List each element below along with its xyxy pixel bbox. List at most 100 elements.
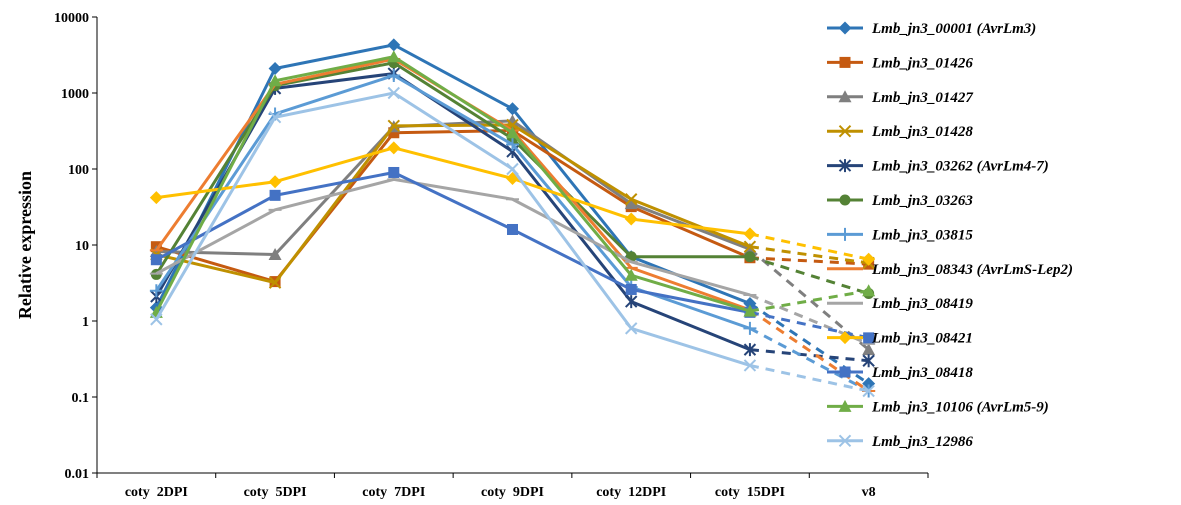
legend-entry: Lmb_jn3_03815	[827, 227, 973, 243]
legend-marker	[839, 366, 851, 378]
data-point	[743, 343, 757, 357]
legend-entry: Lmb_jn3_03262 (AvrLm4-7)	[827, 159, 1049, 175]
series-line-dashed	[749, 255, 870, 295]
series-line-dashed	[749, 256, 869, 266]
series-line-dashed	[749, 293, 870, 346]
data-point	[862, 252, 876, 266]
legend-entry: Lmb_jn3_08419	[827, 296, 973, 312]
legend-entry: Lmb_jn3_12986	[827, 434, 973, 450]
data-point	[863, 332, 875, 344]
legend-entry: Lmb_jn3_01426	[827, 55, 973, 71]
legend-label: Lmb_jn3_03263	[871, 193, 973, 209]
data-point	[268, 111, 282, 124]
data-point	[625, 193, 638, 206]
legend-entry: Lmb_jn3_10106 (AvrLm5-9)	[827, 399, 1049, 415]
data-point	[388, 127, 400, 139]
data-point	[624, 212, 638, 226]
legend-marker	[839, 194, 851, 206]
series-10	[150, 166, 875, 344]
legend-label: Lmb_jn3_01428	[871, 124, 973, 140]
data-point	[862, 343, 876, 356]
legend-label: Lmb_jn3_03815	[871, 227, 973, 243]
legend-marker	[838, 331, 852, 345]
data-point	[149, 284, 163, 298]
y-tick-label: 0.01	[65, 467, 90, 482]
legend-entry: Lmb_jn3_01428	[827, 124, 973, 140]
data-point	[268, 276, 282, 289]
data-point	[744, 251, 756, 263]
legend-marker	[838, 227, 852, 241]
series-line	[155, 170, 751, 314]
data-point	[388, 166, 400, 178]
legend-entry: Lmb_jn3_01427	[827, 90, 973, 106]
data-point	[743, 359, 757, 372]
data-point	[743, 227, 757, 241]
data-point	[268, 62, 282, 76]
data-point	[149, 191, 163, 205]
series-line-dashed	[749, 327, 870, 393]
data-point	[862, 384, 875, 398]
legend-marker	[838, 159, 852, 173]
x-tick-label: coty 12DPI	[596, 485, 666, 500]
legend-marker	[838, 90, 852, 103]
data-point	[387, 119, 400, 133]
series-line	[155, 91, 751, 367]
data-point	[862, 284, 876, 297]
y-tick-label: 0.1	[72, 391, 90, 406]
data-point	[743, 242, 757, 255]
y-axis-ticks: 0.01 0.1 1 10 100 1000 10000	[54, 11, 97, 482]
legend-label: Lmb_jn3_00001 (AvrLm3)	[871, 21, 1036, 37]
data-point	[387, 141, 401, 155]
data-point	[506, 126, 519, 139]
legend-entry: Lmb_jn3_03263	[827, 193, 973, 209]
data-point	[743, 296, 757, 310]
data-point	[506, 162, 519, 176]
data-point	[625, 322, 638, 335]
data-point	[506, 114, 519, 127]
legend-entry: Lmb_jn3_08343 (AvrLmS-Lep2)	[827, 262, 1073, 278]
series-line-dashed	[749, 232, 869, 261]
y-tick-label: 1000	[61, 87, 89, 102]
legend: Lmb_jn3_00001 (AvrLm3) Lmb_jn3_01426 Lmb_j…	[827, 21, 1073, 450]
y-tick-label: 1	[82, 315, 89, 330]
legend-label: Lmb_jn3_08343 (AvrLmS-Lep2)	[871, 262, 1073, 278]
series-line-dashed	[749, 310, 869, 340]
x-tick-label: coty 9DPI	[481, 485, 544, 500]
y-tick-label: 100	[68, 163, 89, 178]
data-point	[150, 254, 162, 266]
data-point	[268, 175, 282, 189]
data-point	[743, 240, 757, 253]
y-tick-label: 10000	[54, 11, 89, 26]
legend-label: Lmb_jn3_12986	[871, 434, 973, 450]
y-tick-label: 10	[75, 239, 89, 254]
data-point	[507, 223, 518, 235]
legend-entry: Lmb_jn3_08421	[827, 331, 973, 347]
y-axis-title-group: Relative expression	[15, 171, 35, 319]
data-point	[387, 38, 401, 52]
series-line-dashed	[749, 363, 869, 393]
legend-marker	[838, 21, 852, 35]
x-tick-label: v8	[862, 485, 876, 500]
data-point	[743, 304, 757, 317]
data-point	[387, 68, 401, 82]
x-tick-label: coty 15DPI	[715, 485, 785, 500]
legend-label: Lmb_jn3_10106 (AvrLm5-9)	[871, 399, 1049, 415]
series-line-dashed	[749, 289, 869, 313]
data-point	[625, 295, 638, 309]
legend-entry: Lmb_jn3_00001 (AvrLm3)	[827, 21, 1036, 37]
data-point	[743, 321, 757, 335]
x-tick-label: coty 2DPI	[125, 485, 188, 500]
series-12	[150, 86, 875, 398]
data-point	[506, 138, 519, 152]
series-line-dashed	[749, 348, 869, 363]
legend-marker	[838, 434, 852, 448]
legend-entry: Lmb_jn3_08418	[827, 365, 973, 381]
series-line	[155, 177, 751, 297]
series-line-dashed	[749, 245, 869, 265]
legend-marker	[838, 124, 852, 138]
series-9	[149, 141, 876, 266]
legend-marker	[838, 399, 852, 412]
data-point	[269, 189, 281, 201]
legend-marker	[839, 56, 851, 68]
legend-label: Lmb_jn3_01426	[871, 55, 973, 71]
